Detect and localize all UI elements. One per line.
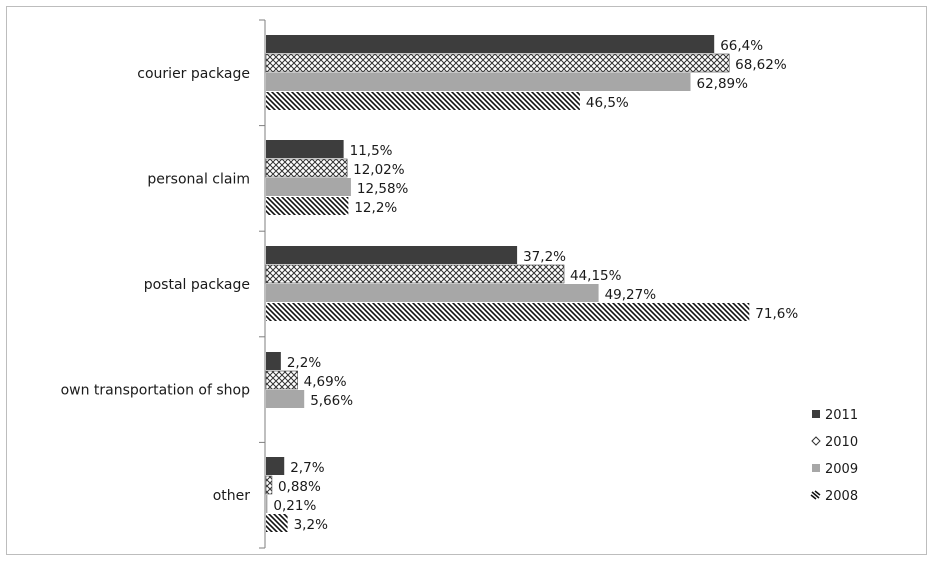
bar-2008 — [266, 92, 580, 110]
data-label: 44,15% — [570, 268, 622, 284]
data-label: 68,62% — [735, 57, 787, 73]
category-label: own transportation of shop — [61, 383, 251, 399]
bar-2010 — [265, 370, 298, 390]
legend-label: 2011 — [825, 408, 858, 423]
bar-2008 — [266, 303, 750, 321]
legend-swatch — [811, 436, 821, 446]
bar-2009 — [266, 73, 691, 91]
bar-2008 — [266, 197, 349, 215]
bar-2009 — [266, 178, 351, 196]
category-label: courier package — [137, 66, 250, 82]
data-label: 12,02% — [353, 162, 405, 178]
data-label: 11,5% — [350, 143, 393, 159]
legend-group: 2011 2010 2009 2008 — [810, 408, 858, 504]
data-label: 62,89% — [697, 76, 749, 92]
legend-swatch — [810, 490, 821, 500]
bar-2011 — [266, 352, 281, 370]
bar-2011 — [266, 140, 344, 158]
legend-swatch — [812, 464, 820, 472]
bar-2010 — [265, 53, 730, 73]
legend-item-2009: 2009 — [812, 462, 858, 477]
bar-2011 — [266, 246, 518, 264]
legend-label: 2010 — [825, 435, 858, 450]
bar-2008 — [266, 514, 288, 532]
legend-label: 2009 — [825, 462, 858, 477]
data-label: 0,21% — [273, 498, 316, 514]
bar-2009 — [266, 284, 599, 302]
data-label: 5,66% — [310, 393, 353, 409]
data-label: 46,5% — [586, 95, 629, 111]
data-label: 12,2% — [354, 200, 397, 216]
axis-group — [259, 19, 266, 549]
data-label: 3,2% — [294, 517, 328, 533]
legend-item-2008: 2008 — [810, 489, 858, 504]
category-label: postal package — [144, 277, 250, 293]
bar-2011 — [266, 457, 285, 475]
data-label: 2,2% — [287, 355, 321, 371]
bar-2010 — [265, 158, 348, 178]
bar-2009 — [266, 390, 305, 408]
legend-label: 2008 — [825, 489, 858, 504]
data-label: 2,7% — [290, 460, 324, 476]
chart-frame — [6, 6, 927, 555]
data-label: 4,69% — [304, 374, 347, 390]
data-label: 12,58% — [357, 181, 409, 197]
data-label: 49,27% — [605, 287, 657, 303]
category-label: personal claim — [147, 171, 250, 187]
legend-item-2010: 2010 — [811, 435, 858, 450]
bar-2011 — [266, 35, 715, 53]
category-label: other — [213, 488, 251, 504]
labels-group: courier package personal claim postal pack… — [61, 38, 799, 533]
data-label: 37,2% — [523, 249, 566, 265]
bars-group — [265, 35, 750, 532]
bar-2010 — [265, 475, 273, 495]
legend-swatch — [812, 410, 820, 418]
bar-2010 — [265, 264, 565, 284]
data-label: 66,4% — [720, 38, 763, 54]
bar-2009 — [266, 495, 268, 513]
data-label: 71,6% — [755, 306, 798, 322]
legend-item-2011: 2011 — [812, 408, 858, 423]
data-label: 0,88% — [278, 479, 321, 495]
